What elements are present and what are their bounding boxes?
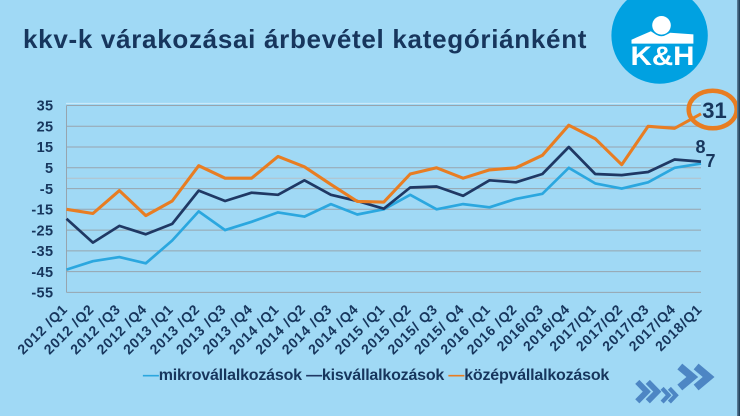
svg-text:-25: -25 — [31, 223, 53, 239]
svg-text:8: 8 — [695, 137, 705, 157]
svg-text:7: 7 — [705, 151, 715, 171]
svg-text:-15: -15 — [31, 203, 53, 219]
svg-text:25: 25 — [37, 120, 54, 136]
svg-text:35: 35 — [37, 99, 54, 115]
svg-text:-55: -55 — [31, 286, 53, 302]
svg-text:K&H: K&H — [631, 41, 695, 71]
svg-text:-35: -35 — [31, 244, 53, 260]
svg-text:5: 5 — [45, 161, 53, 177]
svg-text:-45: -45 — [31, 265, 53, 281]
svg-text:31: 31 — [702, 98, 726, 123]
svg-text:15: 15 — [37, 140, 54, 156]
svg-text:-5: -5 — [40, 182, 54, 198]
